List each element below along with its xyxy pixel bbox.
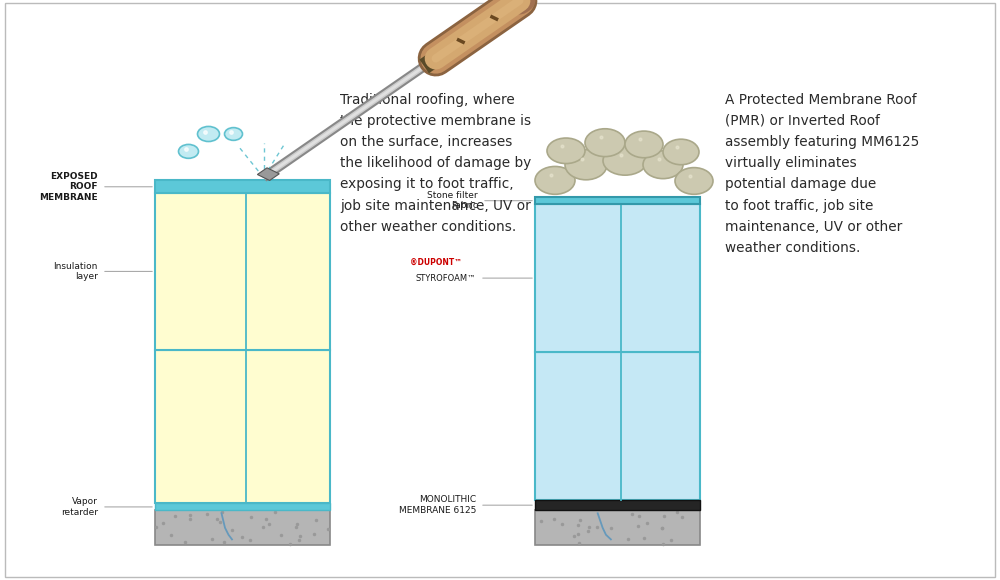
Ellipse shape xyxy=(675,168,713,194)
Ellipse shape xyxy=(663,139,699,165)
Text: Traditional roofing, where
the protective membrane is
on the surface, increases
: Traditional roofing, where the protectiv… xyxy=(340,93,531,234)
Text: EXPOSED
ROOF
MEMBRANE: EXPOSED ROOF MEMBRANE xyxy=(39,172,98,202)
Text: Stone filter
Fabric: Stone filter Fabric xyxy=(427,191,478,211)
Bar xyxy=(155,510,330,545)
Ellipse shape xyxy=(178,144,198,158)
Ellipse shape xyxy=(547,138,585,164)
Ellipse shape xyxy=(565,150,607,180)
Text: Vapor
retarder: Vapor retarder xyxy=(61,497,98,517)
Text: MONOLITHIC
MEMBRANE 6125: MONOLITHIC MEMBRANE 6125 xyxy=(399,495,476,515)
Text: Insulation
layer: Insulation layer xyxy=(54,262,98,281)
Ellipse shape xyxy=(603,146,647,175)
Bar xyxy=(155,180,330,193)
Polygon shape xyxy=(257,168,279,180)
Ellipse shape xyxy=(535,166,575,194)
Ellipse shape xyxy=(625,131,663,158)
Text: ®DUPONT™: ®DUPONT™ xyxy=(410,258,462,266)
Ellipse shape xyxy=(224,128,242,140)
Ellipse shape xyxy=(198,126,220,142)
Bar xyxy=(535,510,700,545)
Bar xyxy=(155,350,330,503)
Ellipse shape xyxy=(585,129,625,157)
Text: STYROFOAM™: STYROFOAM™ xyxy=(416,274,476,282)
Bar xyxy=(535,197,700,204)
Bar xyxy=(535,500,700,510)
Ellipse shape xyxy=(643,151,683,179)
Text: A Protected Membrane Roof
(PMR) or Inverted Roof
assembly featuring MM6125
virtu: A Protected Membrane Roof (PMR) or Inver… xyxy=(725,93,919,255)
Bar xyxy=(535,204,700,352)
Bar xyxy=(535,352,700,500)
Bar xyxy=(155,193,330,350)
Bar xyxy=(155,503,330,510)
